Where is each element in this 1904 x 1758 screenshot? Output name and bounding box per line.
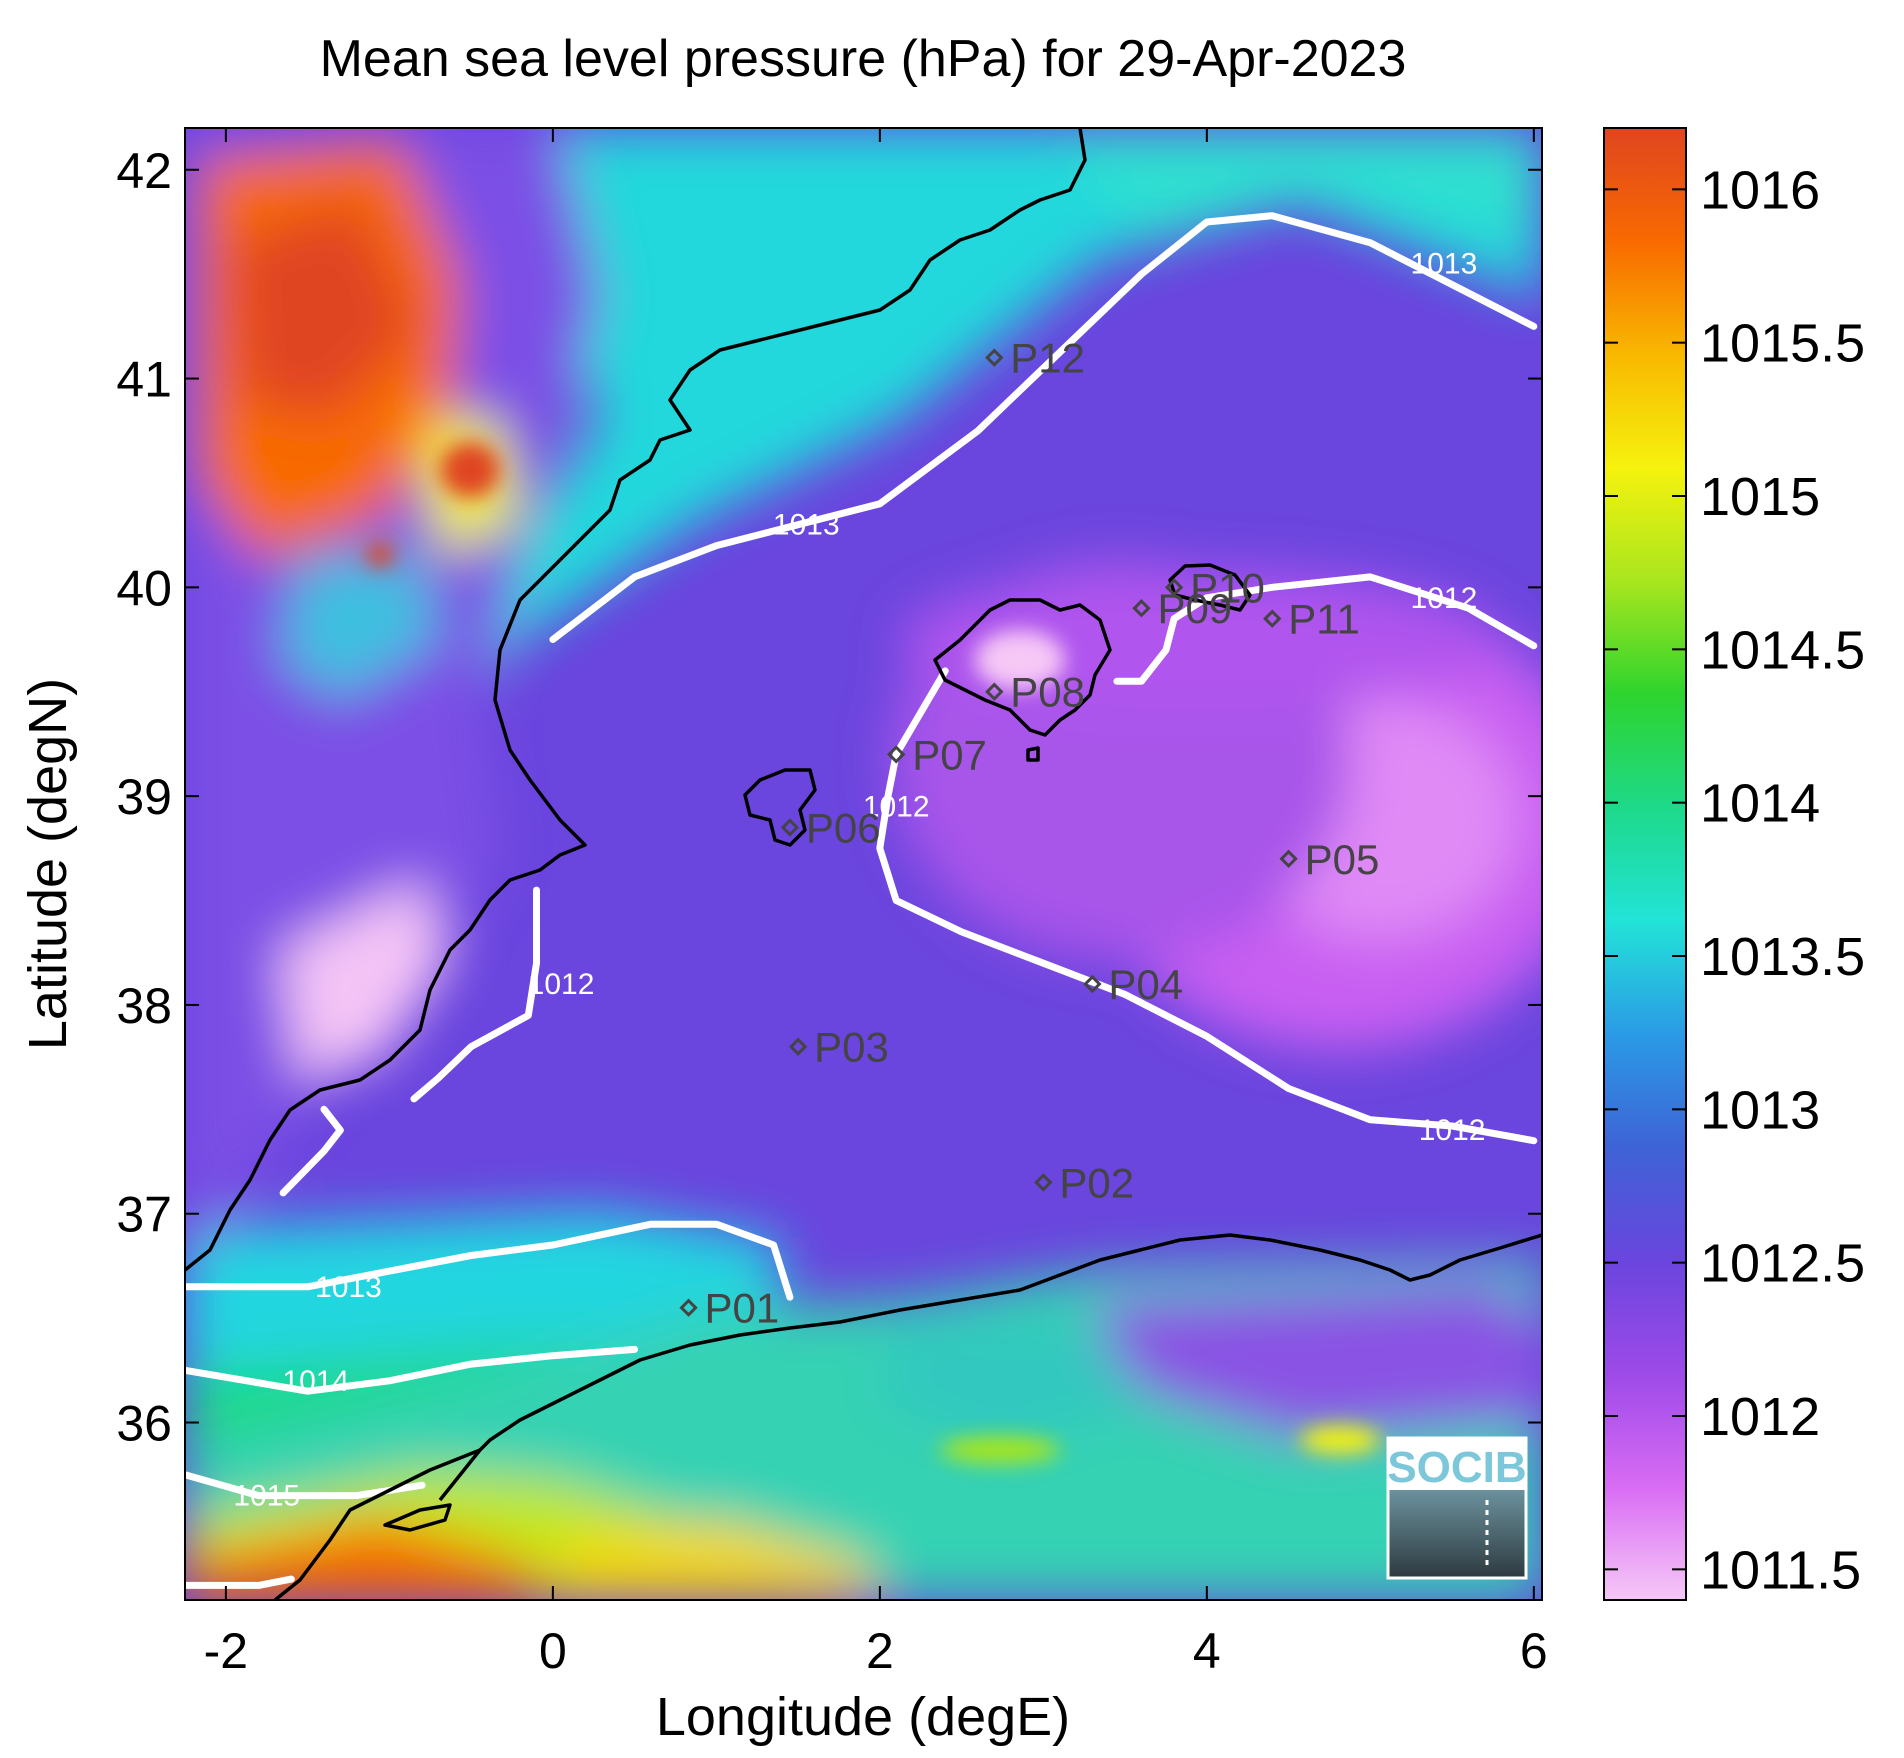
coastline-north-africa-west xyxy=(438,1448,482,1502)
coastline-menorca xyxy=(1168,563,1252,612)
station-label-P10: P10 xyxy=(1190,564,1265,611)
pressure-detail xyxy=(366,442,1380,1464)
station-label-P08: P08 xyxy=(1010,669,1085,716)
station-marker-P08 xyxy=(985,682,1004,701)
station-label-P09: P09 xyxy=(1157,585,1232,632)
y-tick-label-3: 39 xyxy=(116,769,172,825)
colorbar-tick-label-4: 1013.5 xyxy=(1700,927,1865,987)
isobar-1014-6 xyxy=(185,1345,639,1395)
isobar-1013-0 xyxy=(549,212,1538,643)
socib-logo: SOCIB xyxy=(1386,1436,1528,1580)
station-label-P05: P05 xyxy=(1305,836,1380,883)
colorbar-tick-label-6: 1014.5 xyxy=(1700,620,1865,680)
x-tick-label-3: 4 xyxy=(1193,1623,1221,1679)
coastline-mallorca xyxy=(933,598,1112,737)
y-tick-label-2: 38 xyxy=(116,978,172,1034)
isobar-label-4-0: 1012 xyxy=(863,791,930,824)
colorbar: 1011.5 1012 1012.5 1013 1013.5 1014 1014.5 1015… xyxy=(1603,127,1865,1601)
station-marker-P07 xyxy=(887,745,906,764)
colorbar-tick-label-9: 1016 xyxy=(1700,160,1820,220)
colorbar-ticks: 1011.5 1012 1012.5 1013 1013.5 1014 1014.5 1015… xyxy=(1604,160,1865,1600)
colorbar-tick-label-5: 1014 xyxy=(1700,774,1820,834)
y-tick-label-1: 37 xyxy=(116,1187,172,1243)
isobar-contours: 1013 1013 1013 1012 1012 1012 1012 1014 1015 xyxy=(185,212,1538,1589)
station-marker-P04 xyxy=(1083,974,1102,994)
isobar-label-7-0: 1015 xyxy=(233,1480,300,1513)
station-label-P11: P11 xyxy=(1288,596,1360,643)
y-axis-ticks: 36 37 38 39 40 41 42 xyxy=(116,143,1542,1452)
y-tick-label-5: 41 xyxy=(116,352,172,408)
y-tick-label-6: 42 xyxy=(116,143,172,199)
colorbar-tick-label-1: 1012 xyxy=(1700,1387,1820,1447)
isobar-label-6-0: 1014 xyxy=(282,1365,349,1398)
isobar-label-4-1: 1012 xyxy=(1419,1114,1486,1147)
coastline-ibiza xyxy=(743,768,817,847)
station-label-P07: P07 xyxy=(912,731,987,778)
colorbar-tick-label-3: 1013 xyxy=(1700,1080,1820,1140)
chart-title: Mean sea level pressure (hPa) for 29-Apr… xyxy=(320,30,1407,88)
x-axis-label: Longitude (degE) xyxy=(656,1687,1070,1747)
y-axis-label: Latitude (degN) xyxy=(18,678,78,1050)
station-marker-P12 xyxy=(985,348,1004,367)
coastline-alboran xyxy=(383,1503,452,1532)
isobar-unlabeled-8 xyxy=(185,1575,295,1589)
map-frame xyxy=(184,127,1543,1601)
isobar-1013-1 xyxy=(185,1220,794,1301)
y-tick-label-0: 36 xyxy=(116,1396,172,1452)
station-label-P12: P12 xyxy=(1010,335,1085,382)
station-marker-P10 xyxy=(1164,578,1184,597)
colorbar-tick-label-8: 1015.5 xyxy=(1700,314,1865,374)
x-tick-label-2: 2 xyxy=(866,1623,894,1679)
station-label-P04: P04 xyxy=(1108,961,1183,1008)
station-marker-P02 xyxy=(1034,1173,1053,1192)
station-marker-P11 xyxy=(1263,609,1282,628)
station-marker-P05 xyxy=(1279,849,1298,868)
station-label-P06: P06 xyxy=(806,804,881,851)
isobar-1012-2 xyxy=(410,886,540,1103)
isobar-label-0-1: 1013 xyxy=(1411,248,1478,281)
station-label-P02: P02 xyxy=(1059,1159,1134,1206)
x-tick-label-4: 6 xyxy=(1520,1623,1548,1679)
isobar-label-2-0: 1012 xyxy=(528,968,595,1001)
colorbar-tick-label-7: 1015 xyxy=(1700,467,1820,527)
x-tick-label-1: 0 xyxy=(539,1623,567,1679)
x-tick-label-0: -2 xyxy=(204,1623,248,1679)
station-marker-P01 xyxy=(679,1298,698,1317)
y-tick-label-4: 40 xyxy=(116,560,172,616)
coastline-cabrera xyxy=(1026,746,1040,762)
isobar-1012-3 xyxy=(279,1105,344,1197)
station-marker-P03 xyxy=(788,1037,808,1056)
station-marker-P06 xyxy=(780,818,800,837)
coastline-iberia xyxy=(185,128,1087,1272)
coastline-north-africa xyxy=(273,1233,1542,1600)
colorbar-tick-label-2: 1012.5 xyxy=(1700,1234,1865,1294)
isobar-label-1-0: 1013 xyxy=(315,1271,382,1304)
station-marker-P09 xyxy=(1132,599,1151,618)
station-label-P01: P01 xyxy=(705,1285,780,1332)
pressure-field: 1013 1013 1013 1012 1012 1012 1012 1014 1015 P01… xyxy=(185,128,1542,1600)
socib-logo-text: SOCIB xyxy=(1387,1443,1526,1492)
isobar-label-5-0: 1012 xyxy=(1411,582,1478,615)
isobar-label-0-0: 1013 xyxy=(773,509,840,542)
coastline xyxy=(185,128,1542,1600)
isobar-1012-5 xyxy=(1113,573,1538,685)
colorbar-tick-label-0: 1011.5 xyxy=(1700,1540,1861,1600)
x-axis-ticks: -2 0 2 4 6 xyxy=(204,128,1548,1679)
colorbar-scale xyxy=(1603,127,1687,1601)
station-label-P03: P03 xyxy=(814,1024,889,1071)
